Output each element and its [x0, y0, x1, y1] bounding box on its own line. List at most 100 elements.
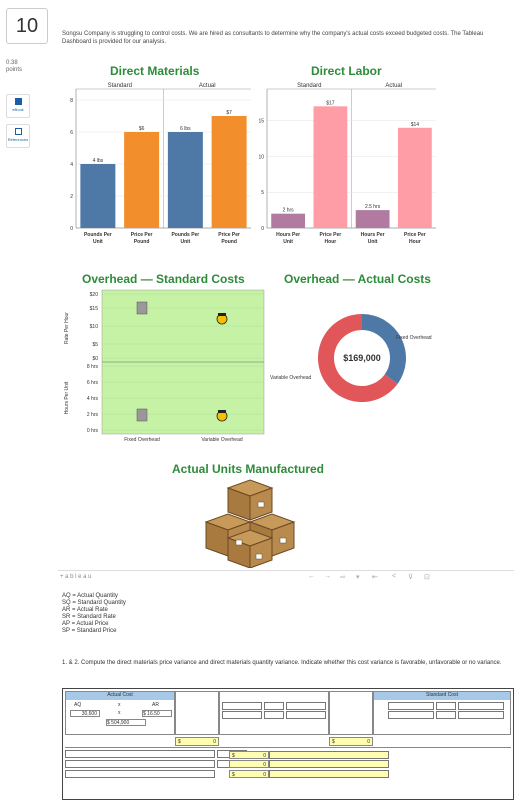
- references-button[interactable]: References: [6, 124, 30, 148]
- input-17[interactable]: [65, 770, 215, 778]
- x-label: Pounds Per: [84, 232, 112, 238]
- ebook-button[interactable]: eBook: [6, 94, 30, 118]
- y-tick-label: 8: [70, 98, 73, 104]
- dl-title: Direct Labor: [311, 64, 382, 78]
- input-5[interactable]: [264, 711, 284, 719]
- input-10[interactable]: [388, 711, 434, 719]
- dollar-row-4[interactable]: 0: [229, 760, 269, 768]
- y-tick-label: 10: [258, 154, 264, 160]
- revert-icon[interactable]: ⇨: [340, 574, 346, 581]
- panel-3: [219, 691, 329, 735]
- y-tick-label: 0: [70, 226, 73, 232]
- aq-label: AQ: [74, 702, 82, 708]
- input-9[interactable]: [458, 702, 504, 710]
- abbrev-legend: AQ = Actual Quantity SQ = Standard Quanti…: [62, 593, 126, 635]
- input-12[interactable]: [458, 711, 504, 719]
- hour-tick: 0 hrs: [87, 428, 99, 434]
- x-label: Pounds Per: [171, 232, 199, 238]
- pause-icon[interactable]: ⇤: [372, 574, 378, 581]
- oh-std-chart: $20 $15 $10 $5 $0 8 hrs 6 hrs 4 hrs 2 hrs 0 hrs Ra…: [64, 289, 265, 443]
- legend-item: AQ = Actual Quantity: [62, 593, 118, 599]
- bar: [397, 127, 432, 228]
- standard-cost-header: Standard Cost: [374, 692, 510, 700]
- boxes-image: [204, 479, 296, 568]
- input-3[interactable]: [286, 702, 326, 710]
- input-4[interactable]: [222, 711, 262, 719]
- bar-label: 2.5 hrs: [365, 204, 381, 210]
- hour-tick: 6 hrs: [87, 380, 99, 386]
- dollar-sign-5: $: [232, 772, 235, 778]
- download-icon[interactable]: ⊽: [408, 574, 414, 581]
- share-icon[interactable]: <: [392, 573, 397, 580]
- points-label: points: [6, 67, 23, 73]
- variance-select-1[interactable]: [269, 751, 389, 759]
- input-11[interactable]: [436, 711, 456, 719]
- variable-overhead-label: Variable Overhead: [270, 375, 312, 381]
- hour-tick: 4 hrs: [87, 396, 99, 402]
- rate-tick: $10: [90, 324, 99, 330]
- redo-icon[interactable]: →: [324, 573, 331, 580]
- rate-tick: $0: [92, 356, 98, 362]
- zero-1: 0: [213, 739, 216, 745]
- tableau-toolbar: + a b l e a u ← → ⇨ ▾ ⇤ < ⊽ ⊡: [58, 570, 514, 584]
- ar-label: AR: [152, 702, 159, 708]
- dm-title: Direct Materials: [110, 64, 200, 78]
- zero-5: 0: [263, 772, 266, 778]
- aq-value: 30,600: [70, 710, 100, 717]
- ar-value: $ 16.50: [142, 710, 172, 717]
- legend-item: SQ = Standard Quantity: [62, 600, 126, 606]
- input-2[interactable]: [264, 702, 284, 710]
- bar-label: $14: [411, 122, 420, 128]
- bar-label: 4 lbs: [93, 158, 104, 164]
- input-6[interactable]: [286, 711, 326, 719]
- dollar-sign-3: $: [232, 753, 235, 759]
- hour-tick: 8 hrs: [87, 364, 99, 370]
- y-tick-label: 2: [70, 194, 73, 200]
- undo-icon[interactable]: ←: [308, 573, 315, 580]
- rate-tick: $5: [92, 342, 98, 348]
- variance-select-3[interactable]: [269, 770, 389, 778]
- bar: [80, 164, 116, 228]
- input-7[interactable]: [388, 702, 434, 710]
- legend-item: AR = Actual Rate: [62, 607, 108, 613]
- bar-label: $6: [139, 126, 145, 132]
- actual-header: Actual: [199, 83, 216, 89]
- dollar-row-5[interactable]: $ 0: [229, 770, 269, 778]
- y-tick-label: 5: [261, 190, 264, 196]
- oh-act-title: Overhead — Actual Costs: [284, 272, 431, 286]
- input-8[interactable]: [436, 702, 456, 710]
- units-title: Actual Units Manufactured: [172, 462, 325, 476]
- fixed-hours-icon: [136, 408, 148, 422]
- x-label: Unit: [93, 239, 103, 245]
- dollar-row-2[interactable]: $ 0: [329, 737, 373, 746]
- rate-axis-label: Rate Per Hour: [64, 312, 70, 344]
- dollar-sign-2: $: [332, 739, 335, 745]
- variable-rate-icon-helmet: [218, 313, 226, 316]
- y-tick-label: 15: [258, 119, 264, 125]
- x-label: Price Per: [131, 232, 153, 238]
- y-tick-label: 4: [70, 162, 73, 168]
- bar-label: 2 hrs: [283, 208, 295, 214]
- oh-act-chart: $169,000 Fixed Overhead Variable Overhead: [270, 314, 432, 402]
- fullscreen-icon[interactable]: ⊡: [424, 574, 430, 581]
- bar: [313, 106, 348, 228]
- dollar-row-1[interactable]: $ 0: [175, 737, 219, 746]
- refresh-icon[interactable]: ▾: [356, 574, 360, 581]
- x-label: Hour: [409, 239, 421, 245]
- input-13[interactable]: [65, 750, 215, 758]
- ebook-label: eBook: [12, 107, 24, 112]
- dollar-sign-1: $: [178, 739, 181, 745]
- variance-select-2[interactable]: [269, 760, 389, 768]
- bar: [167, 132, 203, 228]
- zero-2: 0: [367, 739, 370, 745]
- panel-2: [175, 691, 219, 735]
- standard-header: Standard: [297, 83, 321, 89]
- x-label: Hours Per: [276, 232, 300, 238]
- variable-hours-icon-helmet: [218, 410, 226, 413]
- dollar-row-3[interactable]: $ 0: [229, 751, 269, 759]
- input-15[interactable]: [65, 760, 215, 768]
- input-1[interactable]: [222, 702, 262, 710]
- hours-axis-label: Hours Per Unit: [64, 381, 70, 414]
- points-value: 0.38: [6, 60, 18, 66]
